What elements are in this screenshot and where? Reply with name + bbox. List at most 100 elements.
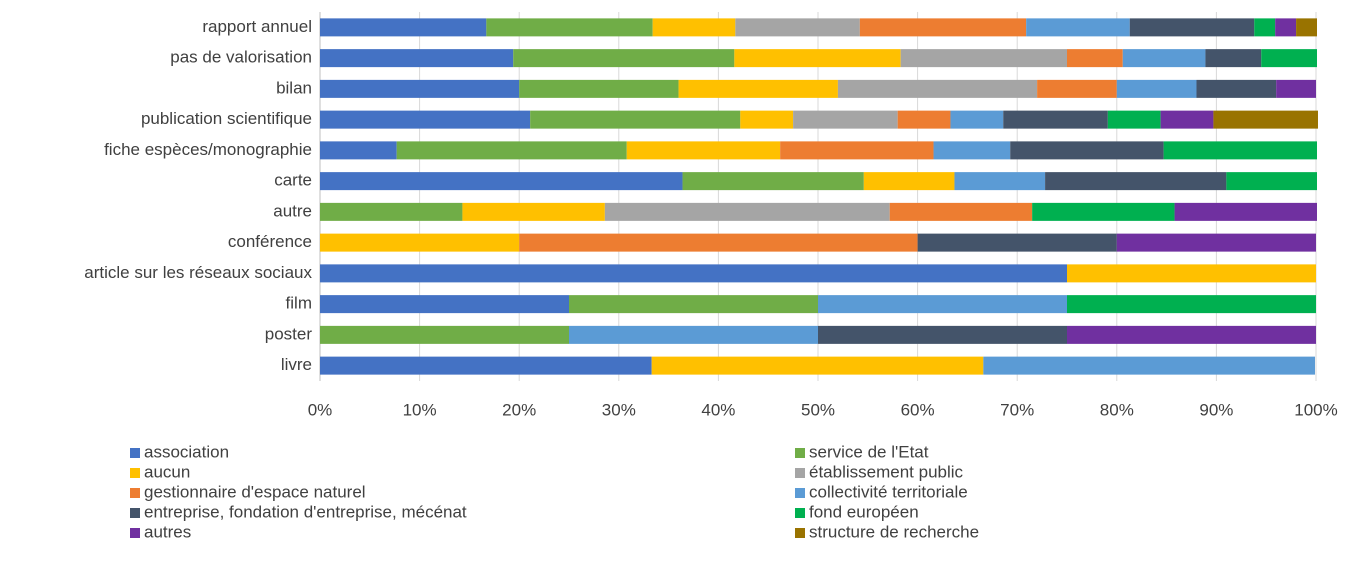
bar-segment bbox=[1174, 202, 1317, 221]
legend-label: structure de recherche bbox=[809, 522, 979, 541]
bar-segment bbox=[320, 141, 397, 160]
bar-segment bbox=[900, 49, 1067, 68]
legend-label: aucun bbox=[144, 462, 190, 481]
bar-segment bbox=[320, 295, 569, 314]
bar-segment bbox=[1067, 325, 1316, 344]
y-tick-label: bilan bbox=[276, 78, 312, 97]
bar-segment bbox=[519, 79, 679, 98]
bar-segment bbox=[1205, 49, 1262, 68]
y-tick-label: carte bbox=[274, 171, 312, 190]
bar-segment bbox=[320, 172, 683, 191]
bar-segment bbox=[983, 356, 1316, 375]
legend-label: association bbox=[144, 442, 229, 461]
bar-segment bbox=[1003, 110, 1108, 129]
bar-segment bbox=[917, 233, 1117, 252]
bar-segment bbox=[626, 141, 781, 160]
bar-segment bbox=[933, 141, 1011, 160]
bar-segment bbox=[396, 141, 627, 160]
bar-segment bbox=[513, 49, 735, 68]
bar-segment bbox=[818, 325, 1067, 344]
legend-swatch bbox=[795, 528, 805, 538]
legend-label: collectivité territoriale bbox=[809, 482, 968, 501]
bar-segment bbox=[320, 79, 520, 98]
bar-segment bbox=[889, 202, 1033, 221]
bar-segment bbox=[1213, 110, 1318, 129]
y-tick-label: rapport annuel bbox=[202, 17, 312, 36]
bar-segment bbox=[740, 110, 794, 129]
x-tick-label: 20% bbox=[502, 400, 536, 419]
legend-swatch bbox=[795, 488, 805, 498]
bar-segment bbox=[1196, 79, 1277, 98]
bar-segment bbox=[1067, 264, 1316, 283]
legend-swatch bbox=[795, 508, 805, 518]
bar-segment bbox=[519, 233, 918, 252]
legend-label: établissement public bbox=[809, 462, 964, 481]
bar-segment bbox=[734, 49, 901, 68]
bar-segment bbox=[1026, 18, 1130, 37]
bar-segment bbox=[1226, 172, 1317, 191]
bar-segment bbox=[1032, 202, 1175, 221]
bar-segment bbox=[462, 202, 605, 221]
bar-segment bbox=[735, 18, 860, 37]
x-tick-label: 0% bbox=[308, 400, 333, 419]
bar-segment bbox=[1261, 49, 1317, 68]
bar-segment bbox=[1116, 233, 1316, 252]
bar-segment bbox=[486, 18, 653, 37]
y-tick-label: film bbox=[286, 294, 312, 313]
legend-swatch bbox=[130, 508, 140, 518]
legend-swatch bbox=[795, 448, 805, 458]
bar-segment bbox=[320, 233, 520, 252]
y-tick-label: conférence bbox=[228, 232, 312, 251]
legend-label: entreprise, fondation d'entreprise, mécé… bbox=[144, 502, 467, 521]
bar-segment bbox=[1067, 295, 1316, 314]
y-tick-label: article sur les réseaux sociaux bbox=[84, 263, 312, 282]
x-tick-label: 60% bbox=[901, 400, 935, 419]
x-tick-label: 50% bbox=[801, 400, 835, 419]
x-tick-label: 90% bbox=[1199, 400, 1233, 419]
x-tick-label: 100% bbox=[1294, 400, 1337, 419]
bar-segment bbox=[604, 202, 890, 221]
bar-segment bbox=[682, 172, 864, 191]
y-tick-label: publication scientifique bbox=[141, 109, 312, 128]
legend-swatch bbox=[130, 528, 140, 538]
legend-swatch bbox=[130, 448, 140, 458]
legend-swatch bbox=[130, 488, 140, 498]
bar-segment bbox=[320, 49, 514, 68]
bar-segment bbox=[780, 141, 934, 160]
y-tick-label: poster bbox=[265, 324, 313, 343]
bar-segment bbox=[320, 325, 569, 344]
x-tick-label: 80% bbox=[1100, 400, 1134, 419]
bar-segment bbox=[1037, 79, 1117, 98]
legend-swatch bbox=[795, 468, 805, 478]
bar-segment bbox=[1275, 18, 1297, 37]
bar-segment bbox=[1296, 18, 1317, 37]
x-tick-label: 40% bbox=[701, 400, 735, 419]
bar-segment bbox=[1045, 172, 1227, 191]
bar-segment bbox=[320, 110, 531, 129]
bar-segment bbox=[1163, 141, 1317, 160]
bar-segment bbox=[1010, 141, 1164, 160]
bar-segment bbox=[320, 356, 652, 375]
bar-segment bbox=[678, 79, 838, 98]
legend-label: fond européen bbox=[809, 502, 919, 521]
bar-segment bbox=[1129, 18, 1255, 37]
bar-segment bbox=[320, 202, 463, 221]
bar-segment bbox=[1116, 79, 1197, 98]
bar-segment bbox=[950, 110, 1004, 129]
x-tick-label: 30% bbox=[602, 400, 636, 419]
bar-segment bbox=[320, 264, 1067, 283]
legend-label: service de l'Etat bbox=[809, 442, 929, 461]
bar-segment bbox=[897, 110, 951, 129]
bar-segment bbox=[1122, 49, 1206, 68]
legend-label: autres bbox=[144, 522, 191, 541]
bar-segment bbox=[1107, 110, 1161, 129]
x-tick-label: 10% bbox=[403, 400, 437, 419]
bar-segment bbox=[320, 18, 487, 37]
bar-segment bbox=[1160, 110, 1214, 129]
y-tick-label: fiche espèces/monographie bbox=[104, 140, 312, 159]
y-tick-label: livre bbox=[281, 355, 312, 374]
legend-swatch bbox=[130, 468, 140, 478]
bar-segment bbox=[954, 172, 1046, 191]
x-tick-label: 70% bbox=[1000, 400, 1034, 419]
